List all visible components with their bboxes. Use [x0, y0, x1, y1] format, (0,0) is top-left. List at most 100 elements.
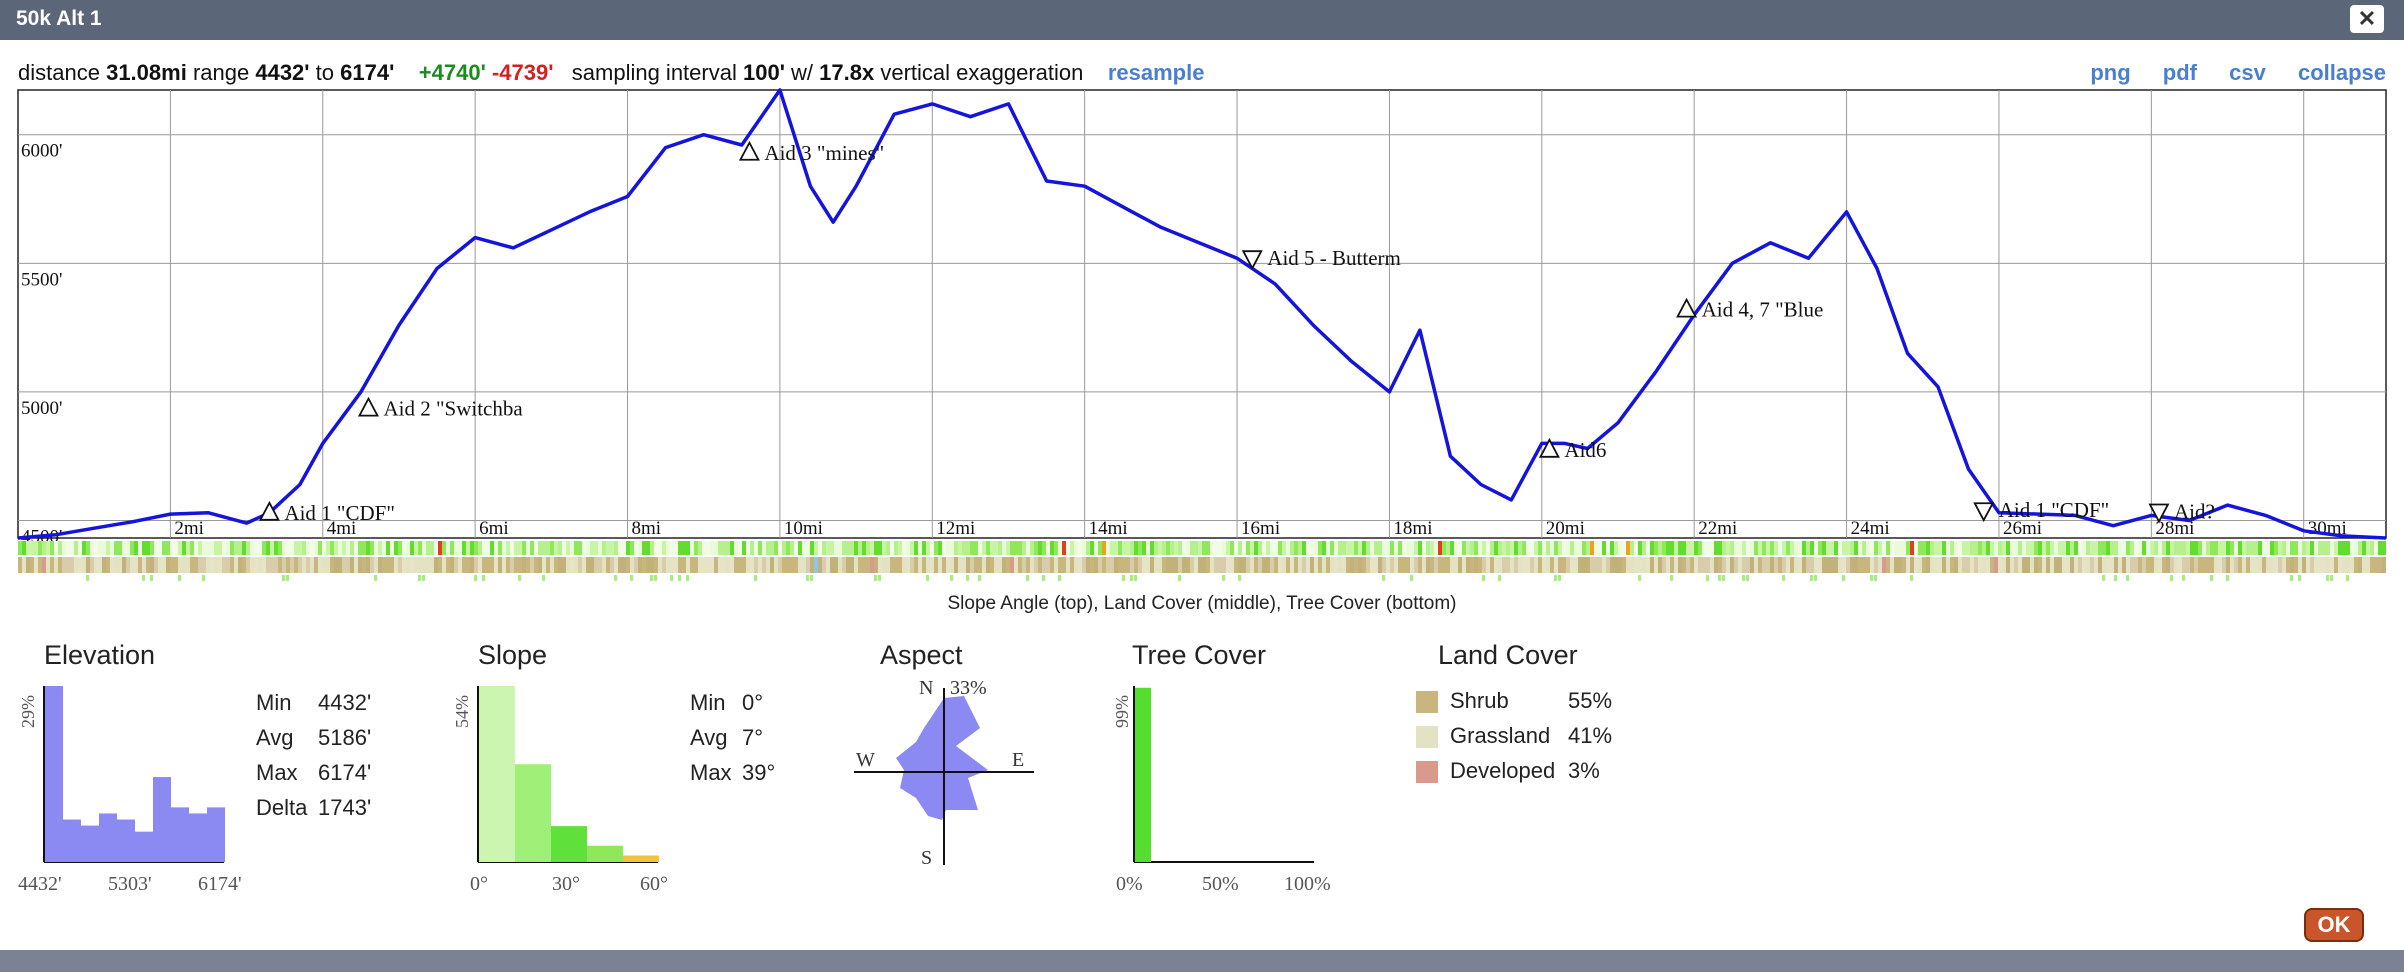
distance-value: 31.08mi — [106, 60, 187, 85]
elevation-ymax-label: 29% — [18, 695, 38, 728]
elevation-bar — [63, 819, 81, 862]
land-cover-swatch — [1416, 761, 1438, 784]
elevation-stat-key: Delta — [256, 795, 308, 820]
exaggeration-value: 17.8x — [819, 60, 875, 85]
elevation-bar — [171, 807, 189, 862]
slope-stat-value: 39° — [742, 760, 776, 785]
export-links: png pdf csv collapse — [2064, 60, 2386, 86]
land-cover-band — [18, 557, 2386, 573]
x-tick-label: 28mi — [2155, 518, 2194, 539]
distance-label: distance — [18, 60, 100, 85]
elevation-stat-value: 4432' — [318, 690, 372, 715]
aid-station-marker[interactable] — [738, 140, 760, 161]
pdf-link[interactable]: pdf — [2162, 60, 2197, 85]
aspect-rose-shape — [896, 696, 988, 820]
aid-station-marker[interactable] — [2148, 503, 2170, 524]
collapse-link[interactable]: collapse — [2297, 60, 2386, 85]
elevation-stat-key: Avg — [256, 725, 294, 750]
aid-station-marker[interactable] — [1241, 250, 1263, 271]
aid-station-label: Aid 1 "CDF" — [284, 501, 395, 525]
slope-stat-min: Min 0° — [690, 690, 763, 716]
tree-cover-ymax-label: 99% — [1112, 695, 1132, 728]
slope-stat-value: 7° — [742, 725, 764, 750]
aspect-pct: 33% — [950, 677, 987, 699]
slope-bar — [515, 764, 551, 862]
title-bar: 50k Alt 1 ✕ — [0, 0, 2404, 40]
tree-cover-title: Tree Cover — [1132, 640, 1267, 670]
x-tick-label: 4mi — [327, 518, 357, 539]
land-cover-label: Developed — [1450, 758, 1556, 783]
aid-station-marker[interactable] — [357, 396, 379, 417]
elevation-bar — [135, 831, 153, 862]
elevation-axis-min: 4432' — [18, 873, 62, 895]
elevation-stat-max: Max 6174' — [256, 760, 371, 786]
elevation-profile-chart[interactable]: 6000'5500'5000'4500' 2mi 4mi 6mi 8mi 10mi 12mi… — [0, 0, 2404, 600]
x-tick-label: 16mi — [1241, 518, 1280, 539]
land-cover-pct: 3% — [1568, 758, 1600, 783]
x-tick-label: 6mi — [479, 518, 509, 539]
x-tick-label: 20mi — [1546, 518, 1585, 539]
tree-axis-max: 100% — [1284, 873, 1331, 895]
y-tick-label: 5000' — [21, 398, 62, 419]
aspect-title: Aspect — [880, 640, 963, 670]
slope-histogram: 54% 0° 30° 60° — [452, 686, 668, 895]
x-tick-label: 12mi — [936, 518, 975, 539]
elevation-bar — [99, 813, 117, 862]
elevation-profile-dialog: 50k Alt 1 ✕ distance 31.08mi range 4432'… — [0, 0, 2404, 950]
slope-stat-value: 0° — [742, 690, 764, 715]
aspect-north: N — [919, 677, 933, 699]
aspect-west: W — [856, 749, 875, 771]
elevation-axis-mid: 5303' — [108, 873, 152, 895]
elevation-bar — [189, 813, 207, 862]
elevation-bar — [81, 825, 99, 862]
slope-axis-min: 0° — [470, 873, 488, 895]
slope-angle-band — [18, 541, 2386, 555]
y-tick-label: 5500' — [21, 269, 62, 290]
x-tick-label: 22mi — [1698, 518, 1737, 539]
range-min: 4432' — [255, 60, 310, 85]
aid-station-marker[interactable] — [1973, 502, 1995, 523]
elevation-stat-delta: Delta 1743' — [256, 795, 371, 821]
plot-frame — [17, 89, 2387, 539]
aid-station-label: Aid 1 "CDF" — [1999, 498, 2110, 522]
x-tick-label: 8mi — [632, 518, 662, 539]
aspect-rose: N 33% E W S — [854, 677, 1034, 869]
elevation-stat-value: 1743' — [318, 795, 372, 820]
land-cover-swatch — [1416, 691, 1438, 714]
aid-station-label: Aid? — [2174, 500, 2215, 524]
land-cover-item: Shrub 55% — [1416, 688, 1612, 723]
close-button[interactable]: ✕ — [2350, 5, 2384, 33]
land-cover-swatch — [1416, 726, 1438, 749]
land-cover-label: Grassland — [1450, 723, 1551, 748]
elevation-gain: +4740' — [418, 60, 486, 85]
elevation-axis-max: 6174' — [198, 873, 242, 895]
slope-stat-key: Min — [690, 690, 726, 715]
with-label: w/ — [791, 60, 814, 85]
aid-station-marker[interactable] — [1676, 297, 1698, 318]
sampling-label: sampling interval — [571, 60, 737, 85]
elevation-stat-key: Min — [256, 690, 292, 715]
x-tick-label: 2mi — [174, 518, 204, 539]
tree-axis-mid: 50% — [1202, 873, 1239, 895]
y-tick-label: 6000' — [21, 141, 62, 162]
land-cover-label: Shrub — [1450, 688, 1509, 713]
tree-axis-min: 0% — [1116, 873, 1143, 895]
slope-axis-mid: 30° — [552, 873, 580, 895]
slope-stat-max: Max 39° — [690, 760, 775, 786]
resample-link[interactable]: resample — [1107, 60, 1205, 85]
tree-cover-band — [86, 575, 2349, 581]
range-to: to — [315, 60, 335, 85]
elevation-stat-min: Min 4432' — [256, 690, 371, 716]
png-link[interactable]: png — [2090, 60, 2131, 85]
slope-axis-max: 60° — [640, 873, 668, 895]
csv-link[interactable]: csv — [2229, 60, 2266, 85]
x-tick-label: 14mi — [1089, 518, 1128, 539]
elevation-stat-value: 6174' — [318, 760, 372, 785]
ok-button[interactable]: OK — [2304, 908, 2364, 942]
aid-station-marker[interactable] — [258, 500, 280, 521]
aid-station-marker[interactable] — [1538, 437, 1560, 458]
slope-title: Slope — [478, 640, 548, 670]
tree-cover-histogram: 99% 0% 50% 100% — [1112, 686, 1331, 895]
aid-station-label: Aid6 — [1564, 438, 1606, 462]
slope-stat-key: Avg — [690, 725, 728, 750]
